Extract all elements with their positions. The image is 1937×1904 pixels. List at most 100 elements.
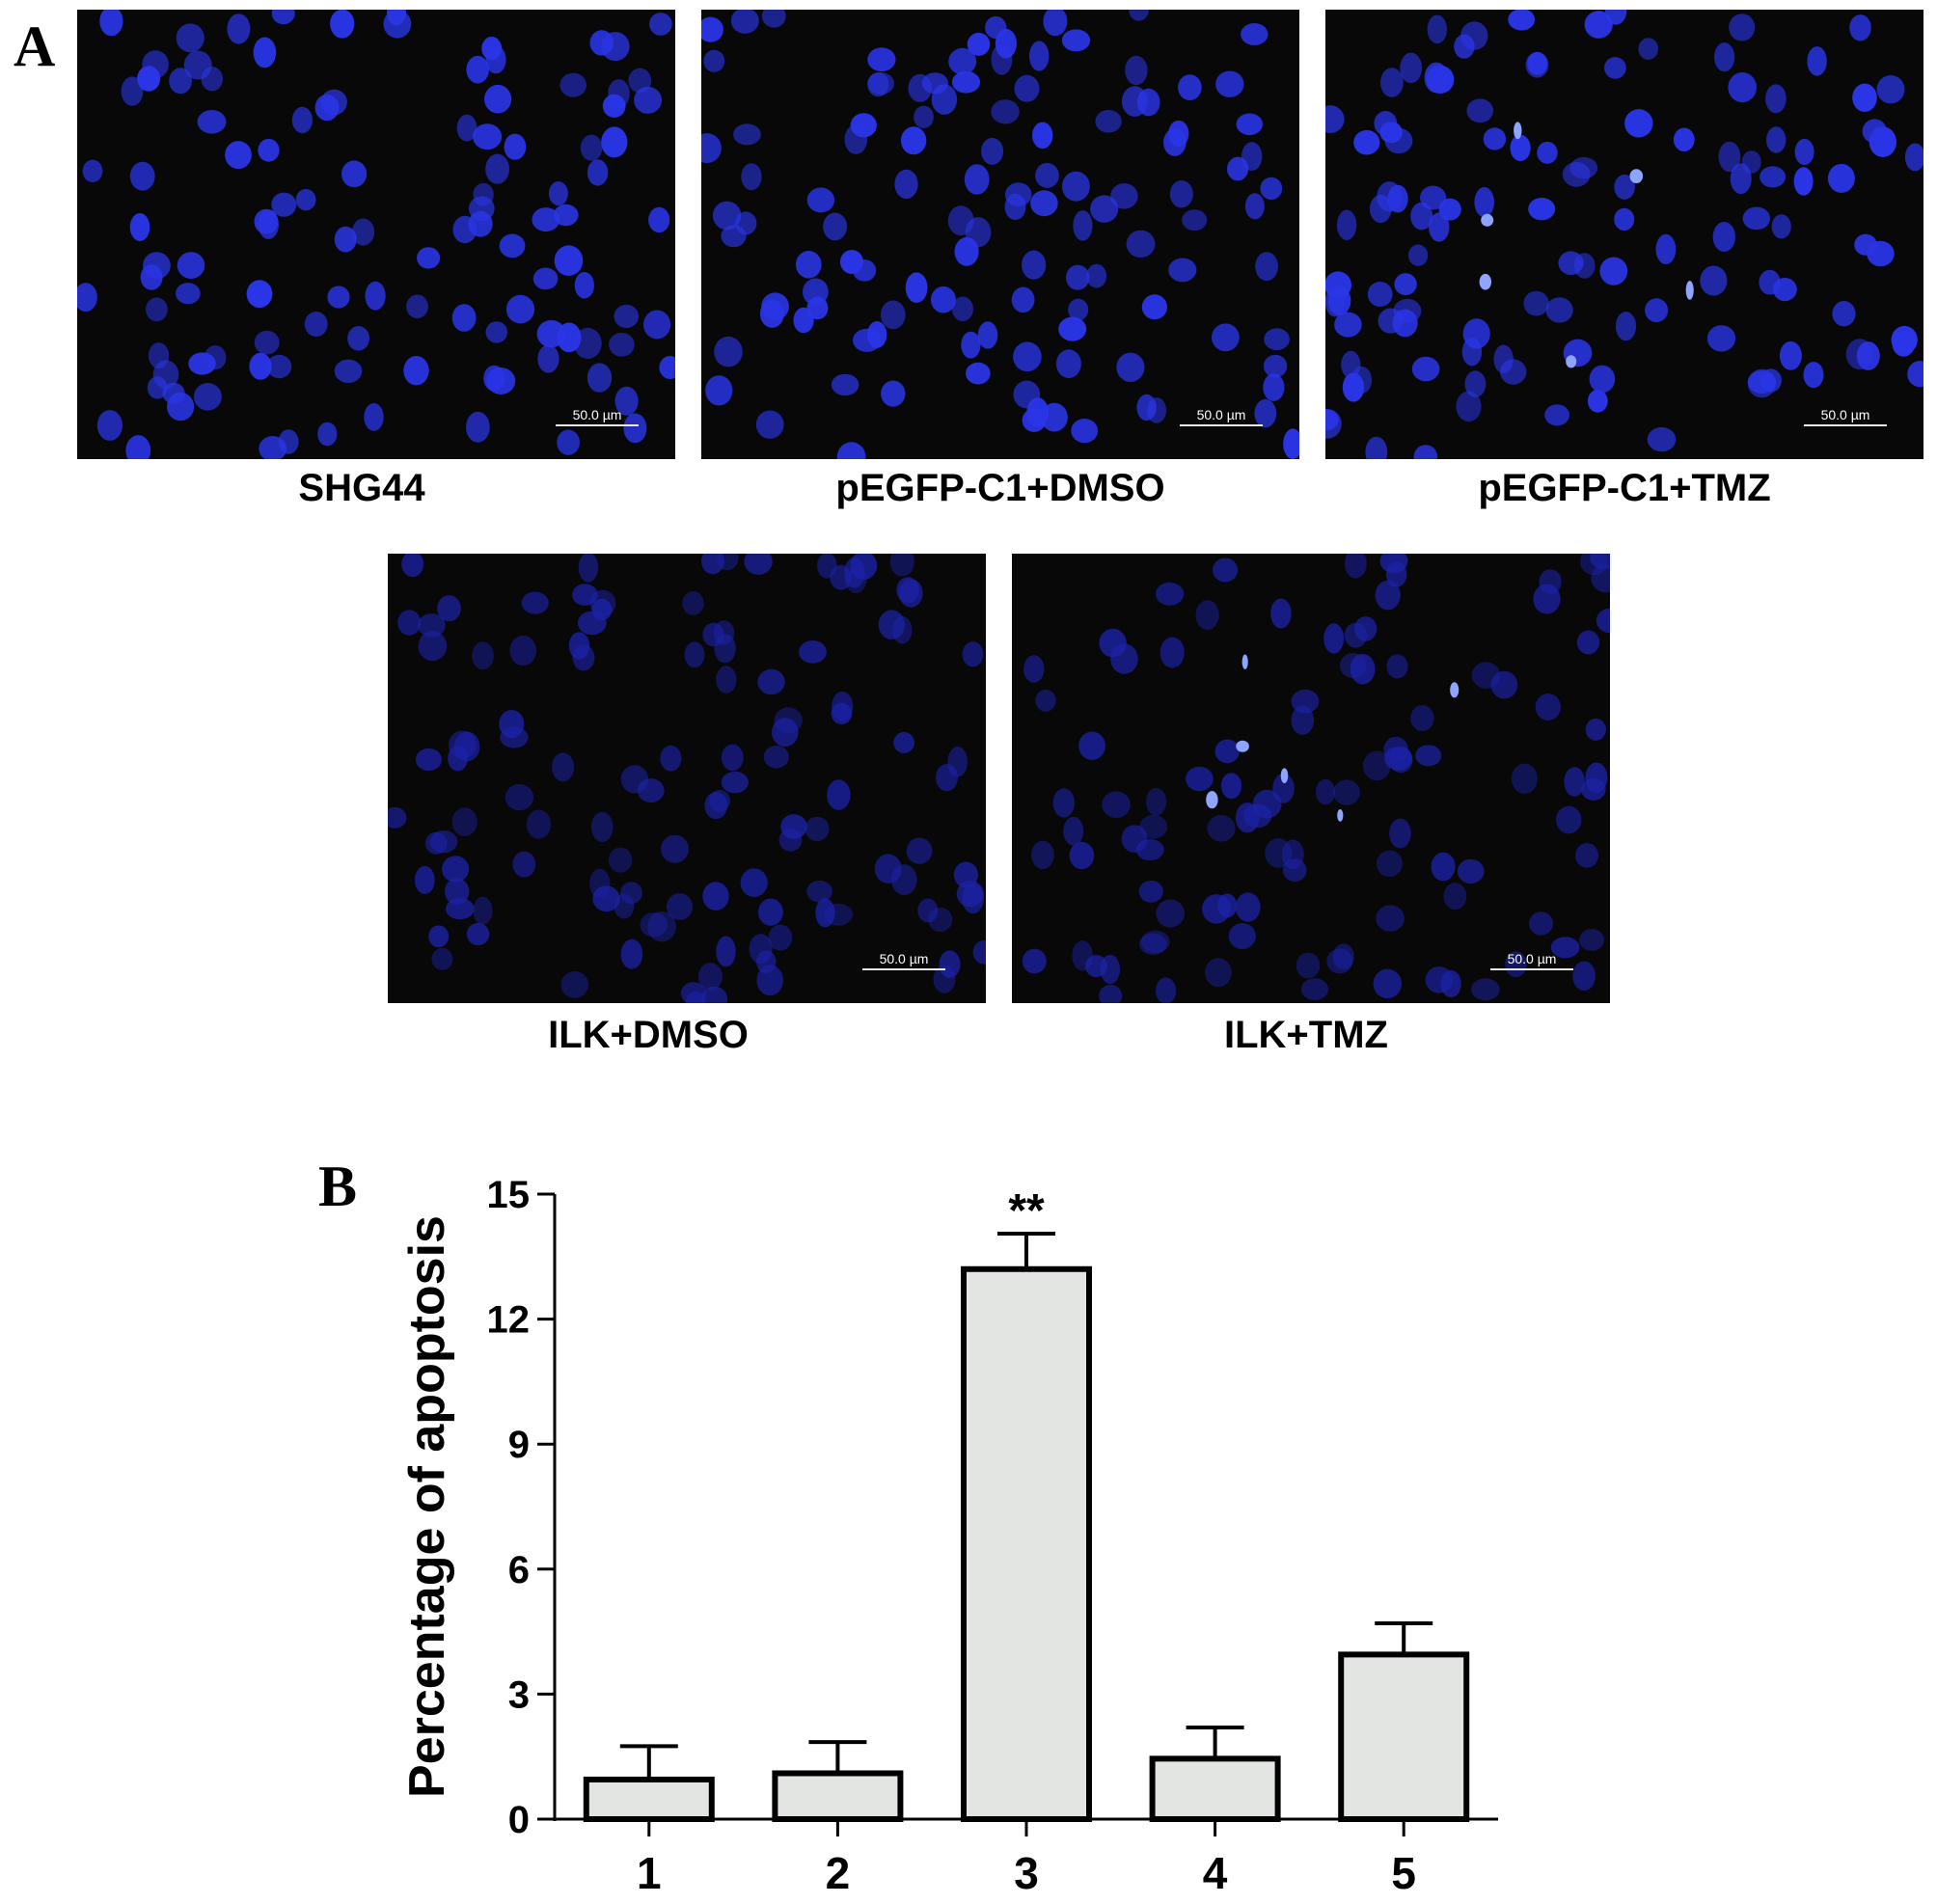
nucleus [1876, 75, 1905, 104]
apoptotic-nucleus [1685, 281, 1694, 300]
nucleus [521, 591, 549, 614]
nucleus [1375, 580, 1401, 611]
nucleus [1270, 598, 1292, 629]
nucleus [977, 321, 998, 349]
nucleus [772, 718, 799, 748]
nucleus [1058, 316, 1087, 341]
nucleus [1136, 88, 1160, 117]
scale-bar: 50.0 µm [862, 952, 945, 970]
scale-bar-label: 50.0 µm [572, 407, 622, 422]
nucleus [1035, 689, 1056, 712]
nucleus [614, 893, 635, 919]
nucleus [1579, 929, 1604, 951]
nucleus [1156, 899, 1185, 928]
nucleus [768, 924, 793, 951]
nucleus [473, 123, 503, 150]
nucleus [799, 640, 827, 664]
nucleus [1095, 109, 1122, 133]
nucleus [1907, 361, 1923, 388]
nucleus [1585, 718, 1606, 741]
nucleus [1325, 105, 1345, 134]
x-tick-label: 3 [1014, 1848, 1039, 1898]
nucleus [532, 267, 559, 290]
nuclei-layer [77, 10, 675, 459]
nucleus [1145, 787, 1167, 816]
nucleus [660, 745, 682, 772]
nucleus [1334, 312, 1362, 338]
nucleus [388, 806, 407, 829]
nucleus [867, 72, 894, 95]
nucleus [1706, 325, 1736, 352]
nucleus [125, 435, 151, 459]
nucleus [805, 816, 830, 842]
nucleus [580, 134, 603, 161]
y-tick-label: 6 [508, 1549, 530, 1591]
nucleus [499, 233, 526, 258]
y-axis-label: Percentage of apoptosis [399, 1215, 455, 1798]
nucleus [451, 304, 477, 332]
nucleus [418, 613, 446, 638]
y-tick-label: 15 [487, 1174, 531, 1216]
nucleus [602, 94, 626, 118]
scale-bar-label: 50.0 µm [879, 951, 929, 966]
nucleus [1427, 14, 1447, 44]
nucleus [365, 281, 386, 311]
nucleus [966, 362, 991, 385]
nucleus [456, 114, 477, 142]
nucleus [152, 360, 179, 390]
nucleus [1121, 825, 1148, 853]
nucleus [703, 49, 725, 72]
nucleus [823, 212, 848, 241]
nucleus [472, 641, 494, 670]
nucleus [485, 321, 508, 343]
nucleus [906, 837, 933, 864]
nucleus [701, 16, 723, 42]
nucleus [526, 809, 552, 839]
nucleus [806, 880, 832, 903]
nucleus [1090, 195, 1119, 223]
nucleus [1569, 156, 1598, 179]
nucleus [991, 99, 1020, 124]
nucleus [77, 283, 97, 313]
nucleus [1043, 10, 1068, 37]
nucleus [481, 37, 503, 61]
nucleus [981, 137, 1004, 165]
nucleus [1410, 705, 1434, 731]
nucleus [1760, 166, 1787, 188]
nucleus [225, 141, 252, 170]
nucleus [1023, 655, 1045, 683]
nucleus [1159, 637, 1185, 668]
nucleus [1849, 14, 1871, 41]
nucleus [1228, 923, 1256, 949]
nucleus [1035, 162, 1059, 188]
y-tick-label: 12 [487, 1299, 531, 1342]
nucleus [1490, 670, 1518, 699]
nucleus [894, 169, 918, 200]
scale-bar-label: 50.0 µm [1820, 407, 1870, 422]
nucleus [1254, 398, 1277, 428]
nucleus [1022, 250, 1047, 280]
scale-bar-label: 50.0 µm [1196, 407, 1246, 422]
nucleus [952, 296, 973, 322]
nucleus [1892, 331, 1915, 357]
nucleus [1339, 653, 1367, 678]
y-tick-label: 9 [508, 1424, 530, 1466]
nuclei-layer [1022, 554, 1610, 1003]
nucleus [735, 211, 757, 235]
apoptotic-nucleus [1479, 273, 1491, 290]
nucleus [1466, 98, 1494, 123]
nucleus [1523, 290, 1549, 316]
bar [1338, 1651, 1470, 1822]
nucleus [1169, 180, 1193, 208]
nucleus [249, 352, 272, 380]
nucleus [1599, 257, 1628, 286]
nucleus [1014, 74, 1040, 102]
nucleus [1316, 778, 1335, 805]
nucleus [1511, 763, 1538, 794]
nucleus [1576, 630, 1600, 655]
nucleus [701, 133, 722, 164]
nucleus [1125, 55, 1148, 86]
nucleus [1584, 11, 1613, 39]
nucleus [1700, 265, 1728, 296]
caption-ilk-tmz: ILK+TMZ [1224, 1014, 1388, 1056]
